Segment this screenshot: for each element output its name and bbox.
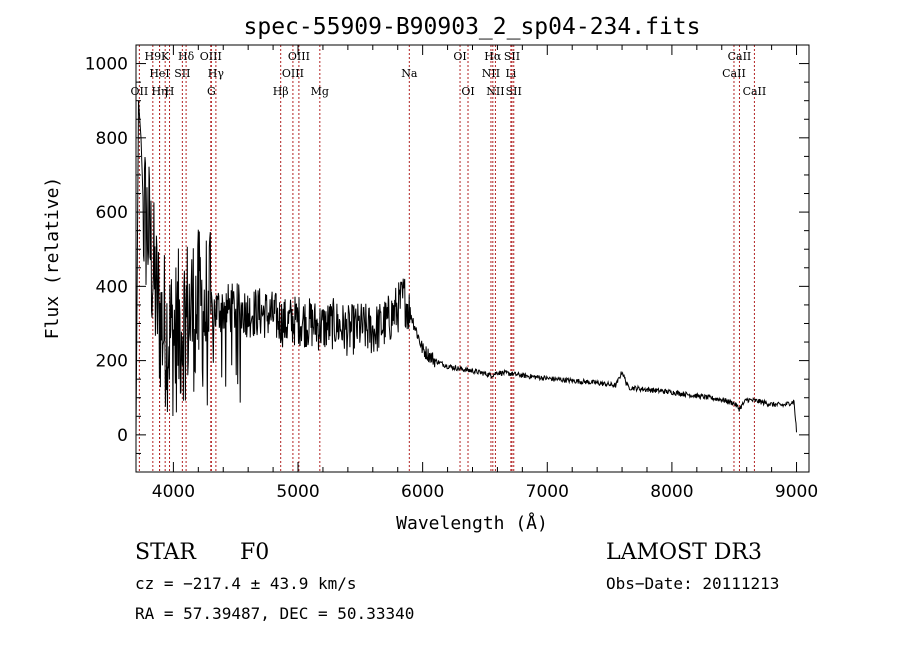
y-tick-label: 1000 (85, 55, 128, 75)
x-tick-label: 5000 (276, 482, 319, 502)
x-tick-label: 7000 (526, 482, 569, 502)
y-tick-label: 0 (117, 426, 128, 446)
line-label: SII (506, 85, 522, 98)
y-tick-label: 200 (96, 352, 128, 372)
line-label: CaII (743, 85, 767, 98)
line-label: OIII (282, 67, 304, 80)
coordinates: RA = 57.39487, DEC = 50.33340 (135, 604, 415, 623)
line-label: G (207, 85, 216, 98)
y-axis-ticks: 0 200 400 600 800 1000 (85, 55, 809, 473)
line-label: Hβ (273, 85, 289, 98)
line-label: SII (174, 67, 190, 80)
line-label: NII (482, 67, 500, 80)
observation-date: Obs−Date: 20111213 (606, 574, 780, 593)
line-label: HeI (149, 67, 169, 80)
line-label: Li (505, 67, 516, 80)
x-tick-label: 8000 (650, 482, 693, 502)
line-label: CaII (728, 50, 752, 63)
spectral-subclass: F0 (240, 540, 270, 565)
survey-name: LAMOST DR3 (606, 540, 762, 565)
spectrum-line (135, 100, 797, 435)
emission-line-labels: OII H9 HeI Hη K H SII Hδ OIII G Hγ Hβ OIII OIII Mg Na OI… (131, 50, 767, 98)
y-tick-label: 400 (96, 277, 128, 297)
line-label: OI (461, 85, 474, 98)
line-label: OIII (200, 50, 222, 63)
redshift-velocity: cz = −217.4 ± 43.9 km/s (135, 574, 357, 593)
chart-title: spec-55909-B90903_2_sp04-234.fits (244, 14, 701, 40)
line-label: OIII (288, 50, 310, 63)
line-label: Hη (151, 85, 167, 98)
line-label: OI (453, 50, 466, 63)
line-label: CaII (722, 67, 746, 80)
line-label: OII (131, 85, 149, 98)
line-label: H9 (145, 50, 162, 63)
line-label: H (165, 85, 175, 98)
x-axis-ticks: 4000 5000 6000 7000 8000 9000 (152, 45, 818, 502)
line-label: Hα (484, 50, 502, 63)
x-tick-label: 4000 (152, 482, 195, 502)
line-label: SII (504, 50, 520, 63)
line-label: Hγ (208, 67, 225, 80)
x-axis-label: Wavelength (Å) (396, 512, 548, 534)
y-tick-label: 800 (96, 129, 128, 149)
emission-line-markers (138, 45, 755, 472)
x-tick-label: 9000 (775, 482, 818, 502)
line-label: Mg (311, 85, 329, 98)
object-class: STAR (135, 540, 196, 565)
line-label: Na (401, 67, 418, 80)
y-axis-label: Flux (relative) (42, 177, 63, 340)
line-label: K (161, 50, 170, 63)
x-tick-label: 6000 (401, 482, 444, 502)
line-label: Hδ (178, 50, 195, 63)
plot-frame (135, 44, 810, 473)
y-tick-label: 600 (96, 203, 128, 223)
line-label: NII (486, 85, 504, 98)
